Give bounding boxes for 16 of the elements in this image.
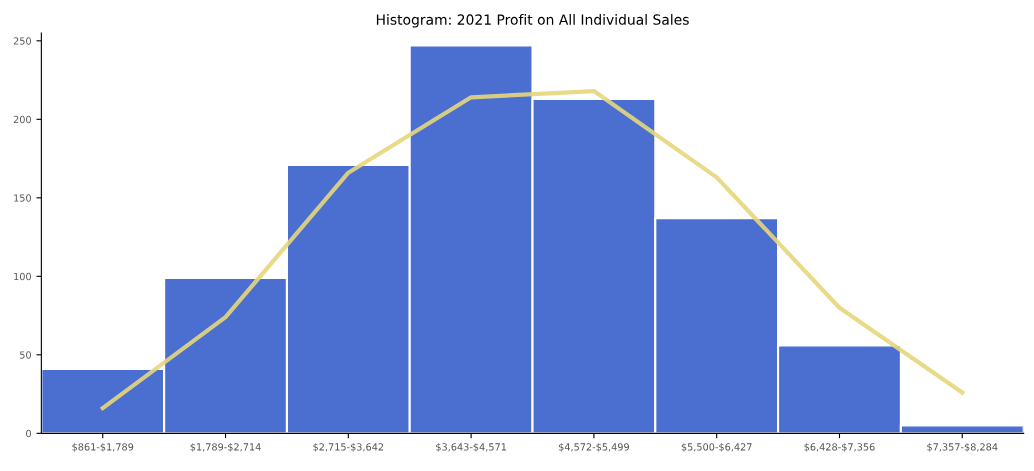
y-tick-label: 200 bbox=[13, 115, 31, 124]
line-series bbox=[100, 88, 965, 411]
y-tick-label: 250 bbox=[13, 37, 31, 45]
x-tick-label: $6,428-$7,356 bbox=[804, 443, 875, 452]
y-tick-label: 100 bbox=[14, 272, 31, 281]
chart-title: Histogram: 2021 Profit on All Individual Sales bbox=[376, 14, 689, 28]
y-tick-label: 150 bbox=[14, 194, 31, 202]
y-tick-label: 0 bbox=[26, 429, 31, 438]
x-tick-label: $861-$1,789 bbox=[72, 443, 134, 452]
x-tick-label: $3,643-$4,571 bbox=[436, 443, 506, 452]
x-tick-label: $2,715-$3,642 bbox=[313, 443, 384, 452]
x-tick-label: $4,572-$5,499 bbox=[558, 443, 629, 452]
x-tick-label: $7,357-$8,284 bbox=[927, 443, 998, 452]
x-tick-label: $1,789-$2,714 bbox=[190, 443, 261, 452]
y-tick-label: 50 bbox=[20, 351, 31, 359]
x-tick-label: $5,500-$6,427 bbox=[681, 443, 752, 452]
